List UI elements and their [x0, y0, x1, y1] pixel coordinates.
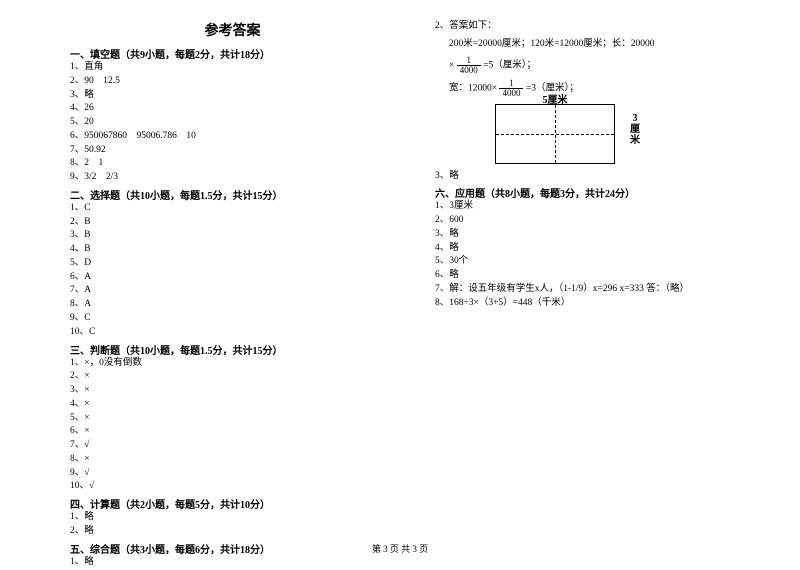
section-1-header: 一、填空题（共9小题，每题2分，共计18分）: [70, 46, 395, 61]
page-footer: 第 3 页 共 3 页: [0, 542, 800, 555]
section-2-item-2: 2、B: [70, 216, 395, 230]
fraction-1: 14000: [457, 56, 481, 75]
item-3: 3、略: [435, 170, 760, 184]
section-2-header: 二、选择题（共10小题，每题1.5分，共计15分）: [70, 187, 395, 202]
section-3-header: 三、判断题（共10小题，每题1.5分，共计15分）: [70, 342, 395, 357]
section-4-item-2: 2、略: [70, 525, 395, 539]
section-1-item-8: 8、2 1: [70, 157, 395, 171]
section-1-item-5: 5、20: [70, 116, 395, 130]
section-3-item-6: 6、×: [70, 425, 395, 439]
section-3-item-10: 10、√: [70, 480, 395, 494]
section-3-item-8: 8、×: [70, 453, 395, 467]
diagram-label-top: 5厘米: [496, 91, 614, 106]
section-6-item-8: 8、168÷3×（3+5）=448（千米）: [435, 297, 760, 311]
section-3-item-2: 2、×: [70, 370, 395, 384]
section-3-item-4: 4、×: [70, 398, 395, 412]
section-6-item-5: 5、30个: [435, 255, 760, 269]
section-3-item-3: 3、×: [70, 384, 395, 398]
section-2-item-9: 9、C: [70, 312, 395, 326]
section-5-item-1: 1、略: [70, 556, 395, 570]
section-2-item-3: 3、B: [70, 229, 395, 243]
section-6-item-7: 7、解：设五年级有学生x人，（1-1/9）x=296 x=333 答：（略）: [435, 283, 760, 297]
section-1-item-4: 4、26: [70, 102, 395, 116]
section-3-item-1: 1、×，0没有倒数: [70, 357, 395, 371]
section-6-item-1: 1、3厘米: [435, 200, 760, 214]
section-4-item-1: 1、略: [70, 511, 395, 525]
page-title: 参考答案: [70, 20, 395, 40]
section-6-item-2: 2、600: [435, 214, 760, 228]
section-1-item-1: 1、直角: [70, 61, 395, 75]
section-1-item-9: 9、3/2 2/3: [70, 171, 395, 185]
section-4-header: 四、计算题（共2小题，每题5分，共计10分）: [70, 496, 395, 511]
section-6-item-4: 4、略: [435, 242, 760, 256]
calc-line-1: 200米=20000厘米；120米=12000厘米；长：20000: [449, 38, 760, 52]
diagram-label-right: 3厘米: [628, 113, 642, 146]
section-3-item-9: 9、√: [70, 467, 395, 481]
section-3-item-7: 7、√: [70, 439, 395, 453]
section-1-item-3: 3、略: [70, 89, 395, 103]
section-2-item-8: 8、A: [70, 298, 395, 312]
item-2-head: 2、答案如下：: [435, 20, 760, 34]
section-6-item-6: 6、略: [435, 269, 760, 283]
section-1-item-2: 2、90 12.5: [70, 75, 395, 89]
section-3-item-5: 5、×: [70, 412, 395, 426]
section-1-item-6: 6、950067860 95006.786 10: [70, 130, 395, 144]
section-2-item-5: 5、D: [70, 257, 395, 271]
rectangle-diagram: 5厘米 3厘米: [495, 104, 645, 164]
section-2-item-6: 6、A: [70, 271, 395, 285]
section-1-item-7: 7、50.92: [70, 144, 395, 158]
section-2-item-7: 7、A: [70, 284, 395, 298]
section-2-item-1: 1、C: [70, 202, 395, 216]
calc-line-2: × 14000 =5（厘米）；: [449, 56, 760, 75]
section-6-header: 六、应用题（共8小题，每题3分，共计24分）: [435, 185, 760, 200]
section-6-item-3: 3、略: [435, 228, 760, 242]
section-2-item-10: 10、C: [70, 326, 395, 340]
section-2-item-4: 4、B: [70, 243, 395, 257]
